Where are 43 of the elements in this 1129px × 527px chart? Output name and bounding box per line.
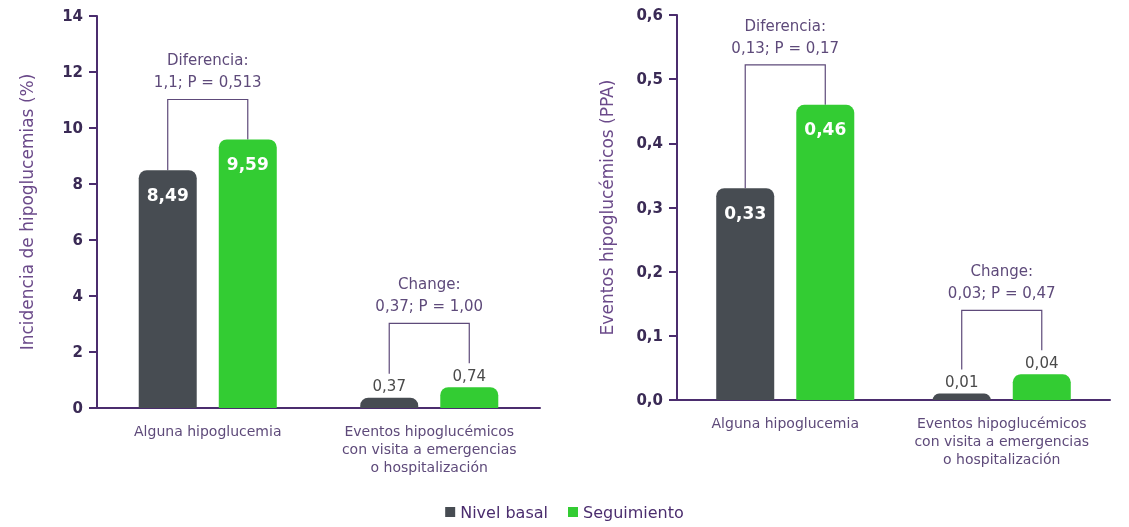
data-label: 0,04 xyxy=(1025,353,1059,372)
annotation: Change: 0,03; P = 0,47 xyxy=(947,262,1056,303)
x-tick-label: Alguna hipoglucemia xyxy=(711,415,859,431)
y-tick-label: 12 xyxy=(62,63,83,81)
y-tick-label: 6 xyxy=(72,231,83,249)
data-label: 0,46 xyxy=(804,119,847,140)
y-tick-label: 0,3 xyxy=(636,198,663,217)
y-tick-label: 0,1 xyxy=(636,326,663,345)
bar xyxy=(440,387,499,408)
legend-label: Seguimiento xyxy=(582,502,684,522)
y-tick-label: 2 xyxy=(72,343,83,361)
y-tick-label: 0 xyxy=(72,399,83,417)
bar xyxy=(1012,374,1071,400)
data-label: 9,59 xyxy=(226,153,269,174)
bar xyxy=(360,397,419,408)
y-axis-title: Eventos hipoglucémicos (PPA) xyxy=(596,79,617,336)
x-tick-label: Eventos hipoglucémicos con visita a emergencias o hospitalización xyxy=(341,423,517,475)
data-label: 0,37 xyxy=(372,377,406,396)
data-label: 0,33 xyxy=(724,202,767,223)
bar xyxy=(138,170,197,408)
y-tick-label: 0,5 xyxy=(636,70,663,89)
y-tick-label: 0,6 xyxy=(636,6,663,24)
bar xyxy=(932,393,991,400)
y-tick-label: 4 xyxy=(72,287,83,305)
y-tick-label: 0,4 xyxy=(636,134,663,153)
bar xyxy=(218,139,277,408)
annotation: Change: 0,37; P = 1,00 xyxy=(375,275,484,316)
annotation: Diferencia: 0,13; P = 0,17 xyxy=(731,16,840,57)
bar xyxy=(716,188,775,400)
y-tick-label: 10 xyxy=(62,119,83,137)
bar xyxy=(796,104,855,400)
data-label: 8,49 xyxy=(146,184,189,205)
y-tick-label: 0,0 xyxy=(636,391,663,409)
x-tick-label: Alguna hipoglucemia xyxy=(134,423,282,439)
y-axis-title: Incidencia de hipoglucemias (%) xyxy=(16,73,37,351)
x-tick-label: Eventos hipoglucémicos con visita a emergencias o hospitalización xyxy=(914,415,1090,467)
y-tick-label: 14 xyxy=(62,7,83,25)
y-tick-label: 8 xyxy=(72,175,83,193)
legend-label: Nivel basal xyxy=(460,502,548,522)
data-label: 0,74 xyxy=(452,366,486,385)
y-tick-label: 0,2 xyxy=(636,262,663,281)
annotation: Diferencia: 1,1; P = 0,513 xyxy=(153,51,262,92)
data-label: 0,01 xyxy=(945,373,979,392)
